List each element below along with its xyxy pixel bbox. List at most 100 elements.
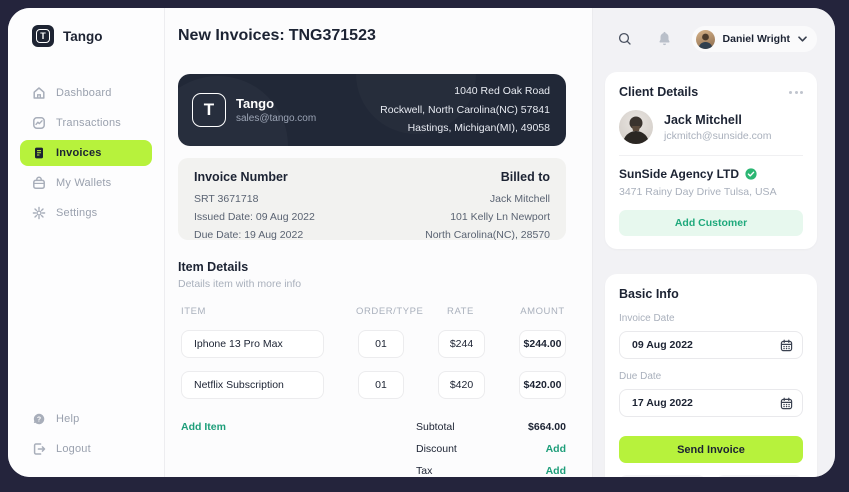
preview-download-row: Preview Download [619, 475, 803, 477]
preview-button[interactable]: Preview [619, 475, 706, 477]
summary-subtotal-row: Subtotal $664.00 [416, 421, 566, 433]
sidebar: T Tango Dashboard Transactions [8, 8, 165, 477]
company-email: sales@tango.com [236, 113, 317, 124]
verified-badge-icon [745, 168, 757, 180]
chevron-down-icon [798, 36, 807, 42]
wallet-icon [32, 176, 46, 190]
billed-to-block: Billed to Jack Mitchell 101 Kelly Ln New… [425, 170, 550, 241]
client-avatar [619, 110, 653, 144]
calendar-icon [780, 397, 793, 409]
search-icon[interactable] [610, 24, 640, 54]
due-date-input[interactable]: 17 Aug 2022 [619, 389, 803, 417]
brand: T Tango [8, 24, 164, 48]
company-card: T Tango sales@tango.com 1040 Red Oak Roa… [178, 74, 566, 146]
add-item-link[interactable]: Add Item [181, 421, 226, 433]
sidebar-item-logout[interactable]: Logout [20, 436, 152, 462]
sidebar-item-transactions[interactable]: Transactions [20, 110, 152, 136]
item-order-field[interactable]: 01 [358, 371, 404, 399]
sidebar-item-help[interactable]: ? Help [20, 406, 152, 432]
download-button[interactable]: Download [716, 475, 803, 477]
sidebar-item-settings[interactable]: Settings [20, 200, 152, 226]
client-details-card: Client Details Jack Mitchell jckmitch@su… [605, 72, 817, 249]
item-amount-field[interactable]: $244.00 [519, 330, 566, 358]
col-amount: AMOUNT [520, 306, 565, 317]
summary-tax-row: Tax Add [416, 465, 566, 477]
items-table-header: ITEM ORDER/TYPE RATE AMOUNT [178, 306, 566, 317]
item-rate-field[interactable]: $420 [438, 371, 485, 399]
user-avatar [695, 29, 715, 49]
issued-date: Issued Date: 09 Aug 2022 [194, 210, 315, 223]
client-company-address: 3471 Rainy Day Drive Tulsa, USA [619, 186, 777, 198]
billed-to-title: Billed to [500, 170, 550, 184]
due-date-label: Due Date [619, 371, 662, 382]
invoice-meta-card: Invoice Number SRT 3671718 Issued Date: … [178, 158, 566, 241]
item-order-field[interactable]: 01 [358, 330, 404, 358]
basic-info-title: Basic Info [619, 287, 679, 301]
brand-name: Tango [63, 28, 103, 44]
tango-logo-icon: T [32, 25, 54, 47]
divider [619, 155, 803, 156]
company-address: 1040 Red Oak Road Rockwell, North Caroli… [380, 85, 550, 135]
company-identity: T Tango sales@tango.com [192, 93, 316, 127]
user-name: Daniel Wright [722, 33, 790, 45]
invoice-id: TNG371523 [288, 27, 376, 44]
client-email: jckmitch@sunside.com [664, 129, 772, 142]
item-row: Netflix Subscription 01 $420 $420.00 [178, 371, 566, 399]
main-content: New Invoices: TNG371523 T Tango sales@tan… [165, 8, 592, 477]
item-details-title: Item Details [178, 260, 249, 274]
calendar-icon [780, 339, 793, 351]
right-panel: Daniel Wright Client Details Jack Mitche… [592, 8, 835, 477]
transactions-icon [32, 116, 46, 130]
basic-info-card: Basic Info Invoice Date 09 Aug 2022 Due … [605, 274, 817, 477]
item-details-header: Item Details Details item with more info [178, 260, 566, 290]
sidebar-item-dashboard[interactable]: Dashboard [20, 80, 152, 106]
client-company: SunSide Agency LTD [619, 167, 740, 181]
item-row: Iphone 13 Pro Max 01 $244 $244.00 [178, 330, 566, 358]
more-options-icon[interactable] [789, 88, 803, 97]
col-rate: RATE [447, 306, 474, 317]
settings-icon [32, 206, 46, 220]
summary-discount-row: Discount Add [416, 443, 566, 455]
col-item: ITEM [181, 306, 206, 317]
item-name-field[interactable]: Netflix Subscription [181, 371, 324, 399]
logout-icon [32, 442, 46, 456]
home-icon [32, 86, 46, 100]
client-card-header: Client Details [619, 85, 803, 99]
svg-text:?: ? [37, 416, 41, 423]
sidebar-nav: Dashboard Transactions Invoices My Walle… [8, 79, 164, 227]
sidebar-footer: ? Help Logout [8, 405, 164, 463]
client-person: Jack Mitchell jckmitch@sunside.com [619, 110, 803, 144]
item-name-field[interactable]: Iphone 13 Pro Max [181, 330, 324, 358]
app-window: T Tango Dashboard Transactions [8, 8, 835, 477]
add-customer-button[interactable]: Add Customer [619, 210, 803, 236]
client-company-line: SunSide Agency LTD [619, 167, 803, 181]
summary: Subtotal $664.00 Discount Add Tax Add [416, 421, 566, 477]
client-name: Jack Mitchell [664, 112, 742, 127]
invoice-number-title: Invoice Number [194, 170, 288, 184]
col-order-type: ORDER/TYPE [356, 306, 424, 317]
sidebar-item-invoices[interactable]: Invoices [20, 140, 152, 166]
invoice-number: SRT 3671718 [194, 193, 259, 205]
sidebar-item-my-wallets[interactable]: My Wallets [20, 170, 152, 196]
invoice-date-input[interactable]: 09 Aug 2022 [619, 331, 803, 359]
send-invoice-button[interactable]: Send Invoice [619, 436, 803, 463]
item-details-subtitle: Details item with more info [178, 278, 302, 290]
due-date: Due Date: 19 Aug 2022 [194, 228, 304, 241]
item-amount-field[interactable]: $420.00 [519, 371, 566, 399]
user-menu[interactable]: Daniel Wright [691, 26, 817, 52]
client-details-title: Client Details [619, 85, 699, 99]
invoice-number-block: Invoice Number SRT 3671718 Issued Date: … [194, 170, 315, 241]
add-tax-link[interactable]: Add [545, 465, 566, 477]
add-discount-link[interactable]: Add [545, 443, 566, 455]
notifications-bell-icon[interactable] [649, 24, 679, 54]
subtotal-value: $664.00 [528, 421, 566, 433]
topbar: Daniel Wright [605, 24, 817, 54]
item-rate-field[interactable]: $244 [438, 330, 485, 358]
tango-card-logo-icon: T [192, 93, 226, 127]
invoice-date-label: Invoice Date [619, 313, 675, 324]
company-name: Tango [236, 96, 275, 111]
page-title: New Invoices: TNG371523 [178, 27, 376, 44]
help-icon: ? [32, 412, 46, 426]
invoices-icon [32, 146, 46, 160]
